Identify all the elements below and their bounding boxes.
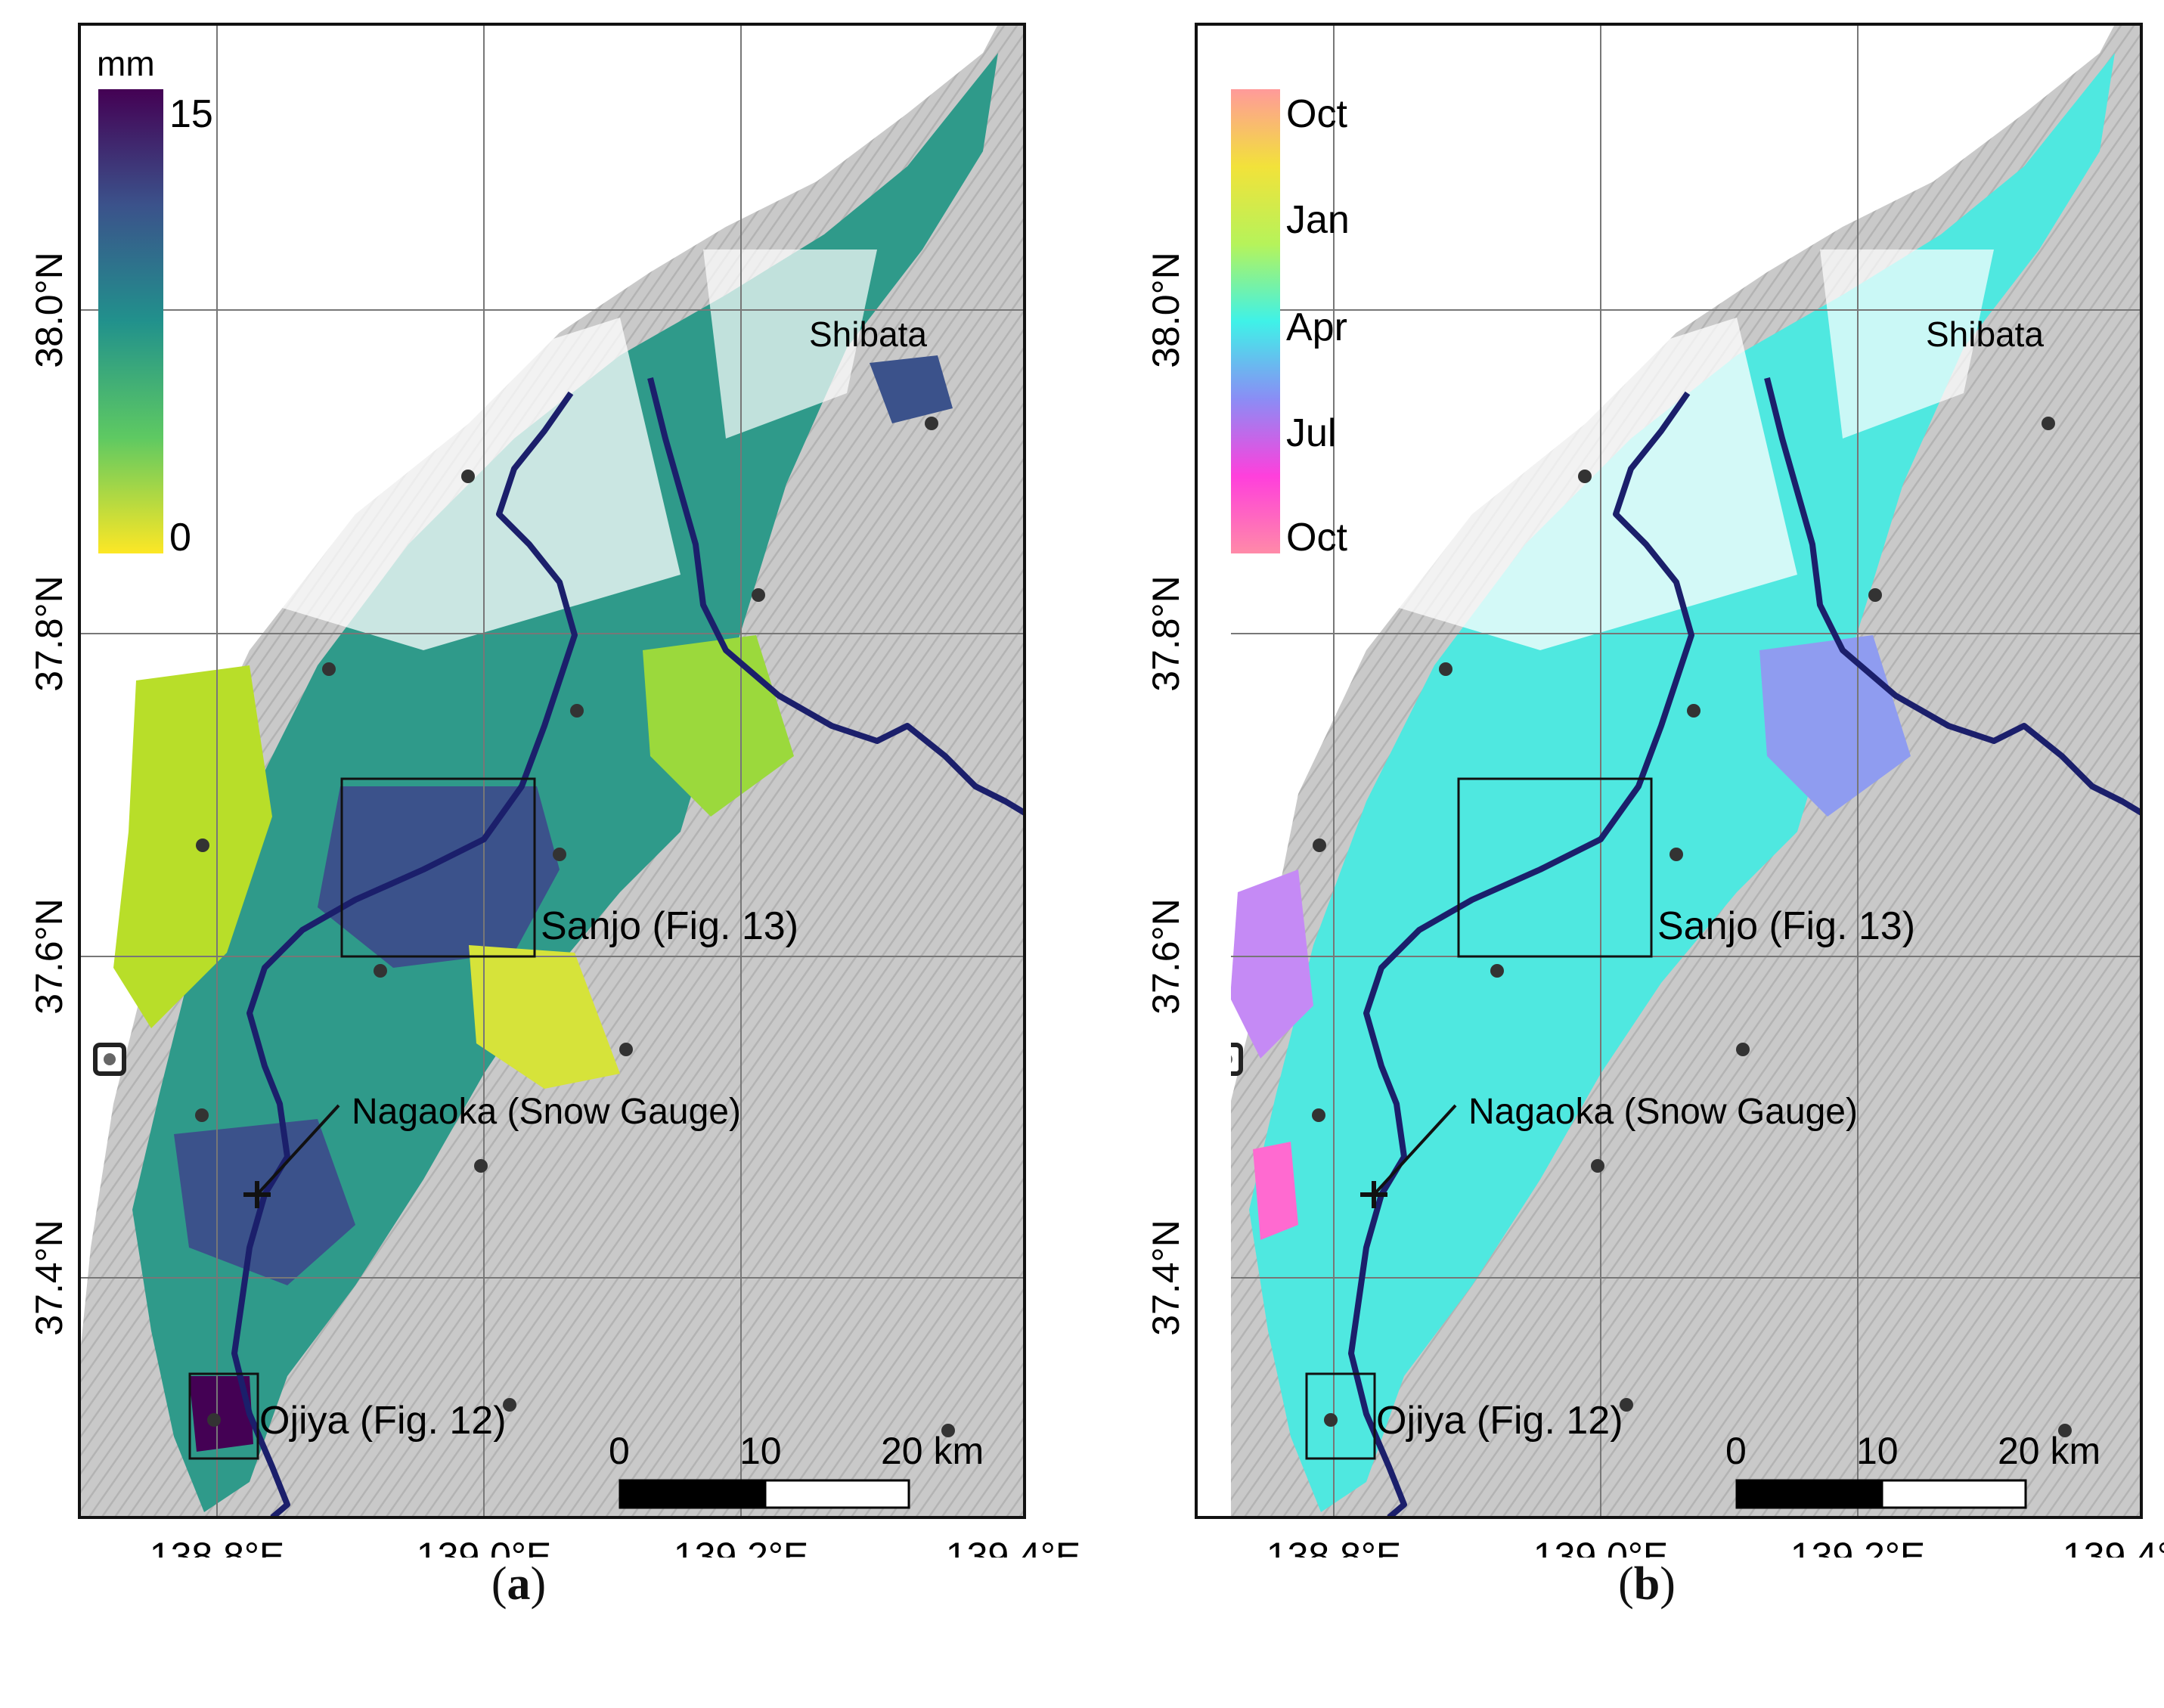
scale-label-0: 0 xyxy=(609,1430,630,1472)
legend: mm 15 0 xyxy=(97,44,213,560)
legend-label-oct-top: Oct xyxy=(1286,92,1347,136)
legend-label-jan: Jan xyxy=(1286,198,1350,242)
sanjo-box xyxy=(340,777,536,958)
rivers xyxy=(231,377,1025,1517)
sanjo-box xyxy=(1457,777,1653,958)
station-markers xyxy=(1312,417,2072,1437)
place-shibata: Shibata xyxy=(809,315,927,354)
lat-tick-labels: 38.0°N 37.8°N 37.6°N 37.4°N xyxy=(1145,252,1187,1335)
legend-colorbar xyxy=(1231,89,1280,553)
place-ojiya: Ojiya (Fig. 12) xyxy=(259,1399,507,1443)
caption-a: (a) xyxy=(491,1558,547,1610)
svg-text:38.0°N: 38.0°N xyxy=(28,252,70,367)
nagaoka-leader xyxy=(1372,1104,1457,1196)
svg-text:37.8°N: 37.8°N xyxy=(1145,575,1187,691)
place-sanjo: Sanjo (Fig. 13) xyxy=(1657,904,1915,948)
lon-tick-labels: 138.8°E 139.0°E 139.2°E 139.4°E xyxy=(1266,1535,2164,1558)
scale-label-0: 0 xyxy=(1725,1430,1747,1472)
svg-text:139.2°E: 139.2°E xyxy=(674,1535,808,1558)
place-nagaoka: Nagaoka (Snow Gauge) xyxy=(352,1092,741,1132)
legend-label-apr: Apr xyxy=(1286,305,1347,349)
scale-label-10: 10 xyxy=(1856,1430,1899,1472)
legend-label-jul: Jul xyxy=(1286,411,1336,455)
svg-text:38.0°N: 38.0°N xyxy=(1145,252,1187,367)
lon-tick-labels: 138.8°E 139.0°E 139.2°E 139.4°E xyxy=(150,1535,1080,1558)
sea-area xyxy=(79,24,998,1361)
svg-text:139.2°E: 139.2°E xyxy=(1790,1535,1925,1558)
nagaoka-cross xyxy=(1360,1181,1387,1208)
reference-point-box xyxy=(93,1043,126,1076)
map-panel-b: Shibata Sanjo (Fig. 13) Nagaoka (Snow Ga… xyxy=(1145,23,2164,1558)
scale-label-20: 20 km xyxy=(1998,1430,2100,1472)
svg-text:139.0°E: 139.0°E xyxy=(1533,1535,1668,1558)
svg-text:138.8°E: 138.8°E xyxy=(1266,1535,1401,1558)
svg-text:37.4°N: 37.4°N xyxy=(28,1220,70,1335)
legend-label-max: 15 xyxy=(169,92,213,136)
map-panel-a: Shibata Sanjo (Fig. 13) Nagaoka (Snow Ga… xyxy=(28,23,1080,1558)
legend-label-oct-bottom: Oct xyxy=(1286,516,1347,560)
reference-point-box xyxy=(1231,1043,1243,1076)
ojiya-box xyxy=(188,1372,259,1460)
map-frame xyxy=(1195,23,2143,1519)
scale-label-10: 10 xyxy=(739,1430,782,1472)
station-markers xyxy=(195,417,955,1437)
scale-bar: 0 10 20 km xyxy=(1725,1430,2100,1509)
legend-unit: mm xyxy=(97,44,155,83)
svg-text:139.0°E: 139.0°E xyxy=(417,1535,551,1558)
legend: Oct Jan Apr Jul Oct xyxy=(1231,89,1350,560)
lat-tick-labels: 38.0°N 37.8°N 37.6°N 37.4°N xyxy=(28,252,70,1335)
scale-label-20: 20 km xyxy=(881,1430,984,1472)
scale-bar: 0 10 20 km xyxy=(609,1430,984,1509)
svg-text:37.8°N: 37.8°N xyxy=(28,575,70,691)
caption-b: (b) xyxy=(1618,1558,1676,1610)
nagaoka-cross xyxy=(243,1181,271,1208)
ojiya-box xyxy=(1305,1372,1376,1460)
gridlines xyxy=(1231,24,2141,1517)
legend-colorbar xyxy=(98,89,163,553)
timing-overlay xyxy=(1231,53,2115,1512)
gridlines xyxy=(79,24,1025,1517)
svg-text:37.6°N: 37.6°N xyxy=(28,898,70,1014)
legend-label-min: 0 xyxy=(169,516,191,560)
place-nagaoka: Nagaoka (Snow Gauge) xyxy=(1468,1092,1858,1132)
place-sanjo: Sanjo (Fig. 13) xyxy=(541,904,798,948)
svg-text:138.8°E: 138.8°E xyxy=(150,1535,284,1558)
svg-text:37.6°N: 37.6°N xyxy=(1145,898,1187,1014)
agano-river xyxy=(647,377,1025,816)
map-frame xyxy=(78,23,1026,1519)
svg-text:139.4°E: 139.4°E xyxy=(946,1535,1080,1558)
rivers xyxy=(1348,377,2144,1517)
shinano-river xyxy=(231,391,578,1517)
deformation-overlay xyxy=(113,53,998,1512)
nagaoka-leader xyxy=(256,1104,340,1196)
place-ojiya: Ojiya (Fig. 12) xyxy=(1376,1399,1623,1443)
place-shibata: Shibata xyxy=(1926,315,2044,354)
sea-area xyxy=(1231,24,2115,1101)
svg-text:37.4°N: 37.4°N xyxy=(1145,1220,1187,1335)
svg-text:139.4°E: 139.4°E xyxy=(2063,1535,2164,1558)
